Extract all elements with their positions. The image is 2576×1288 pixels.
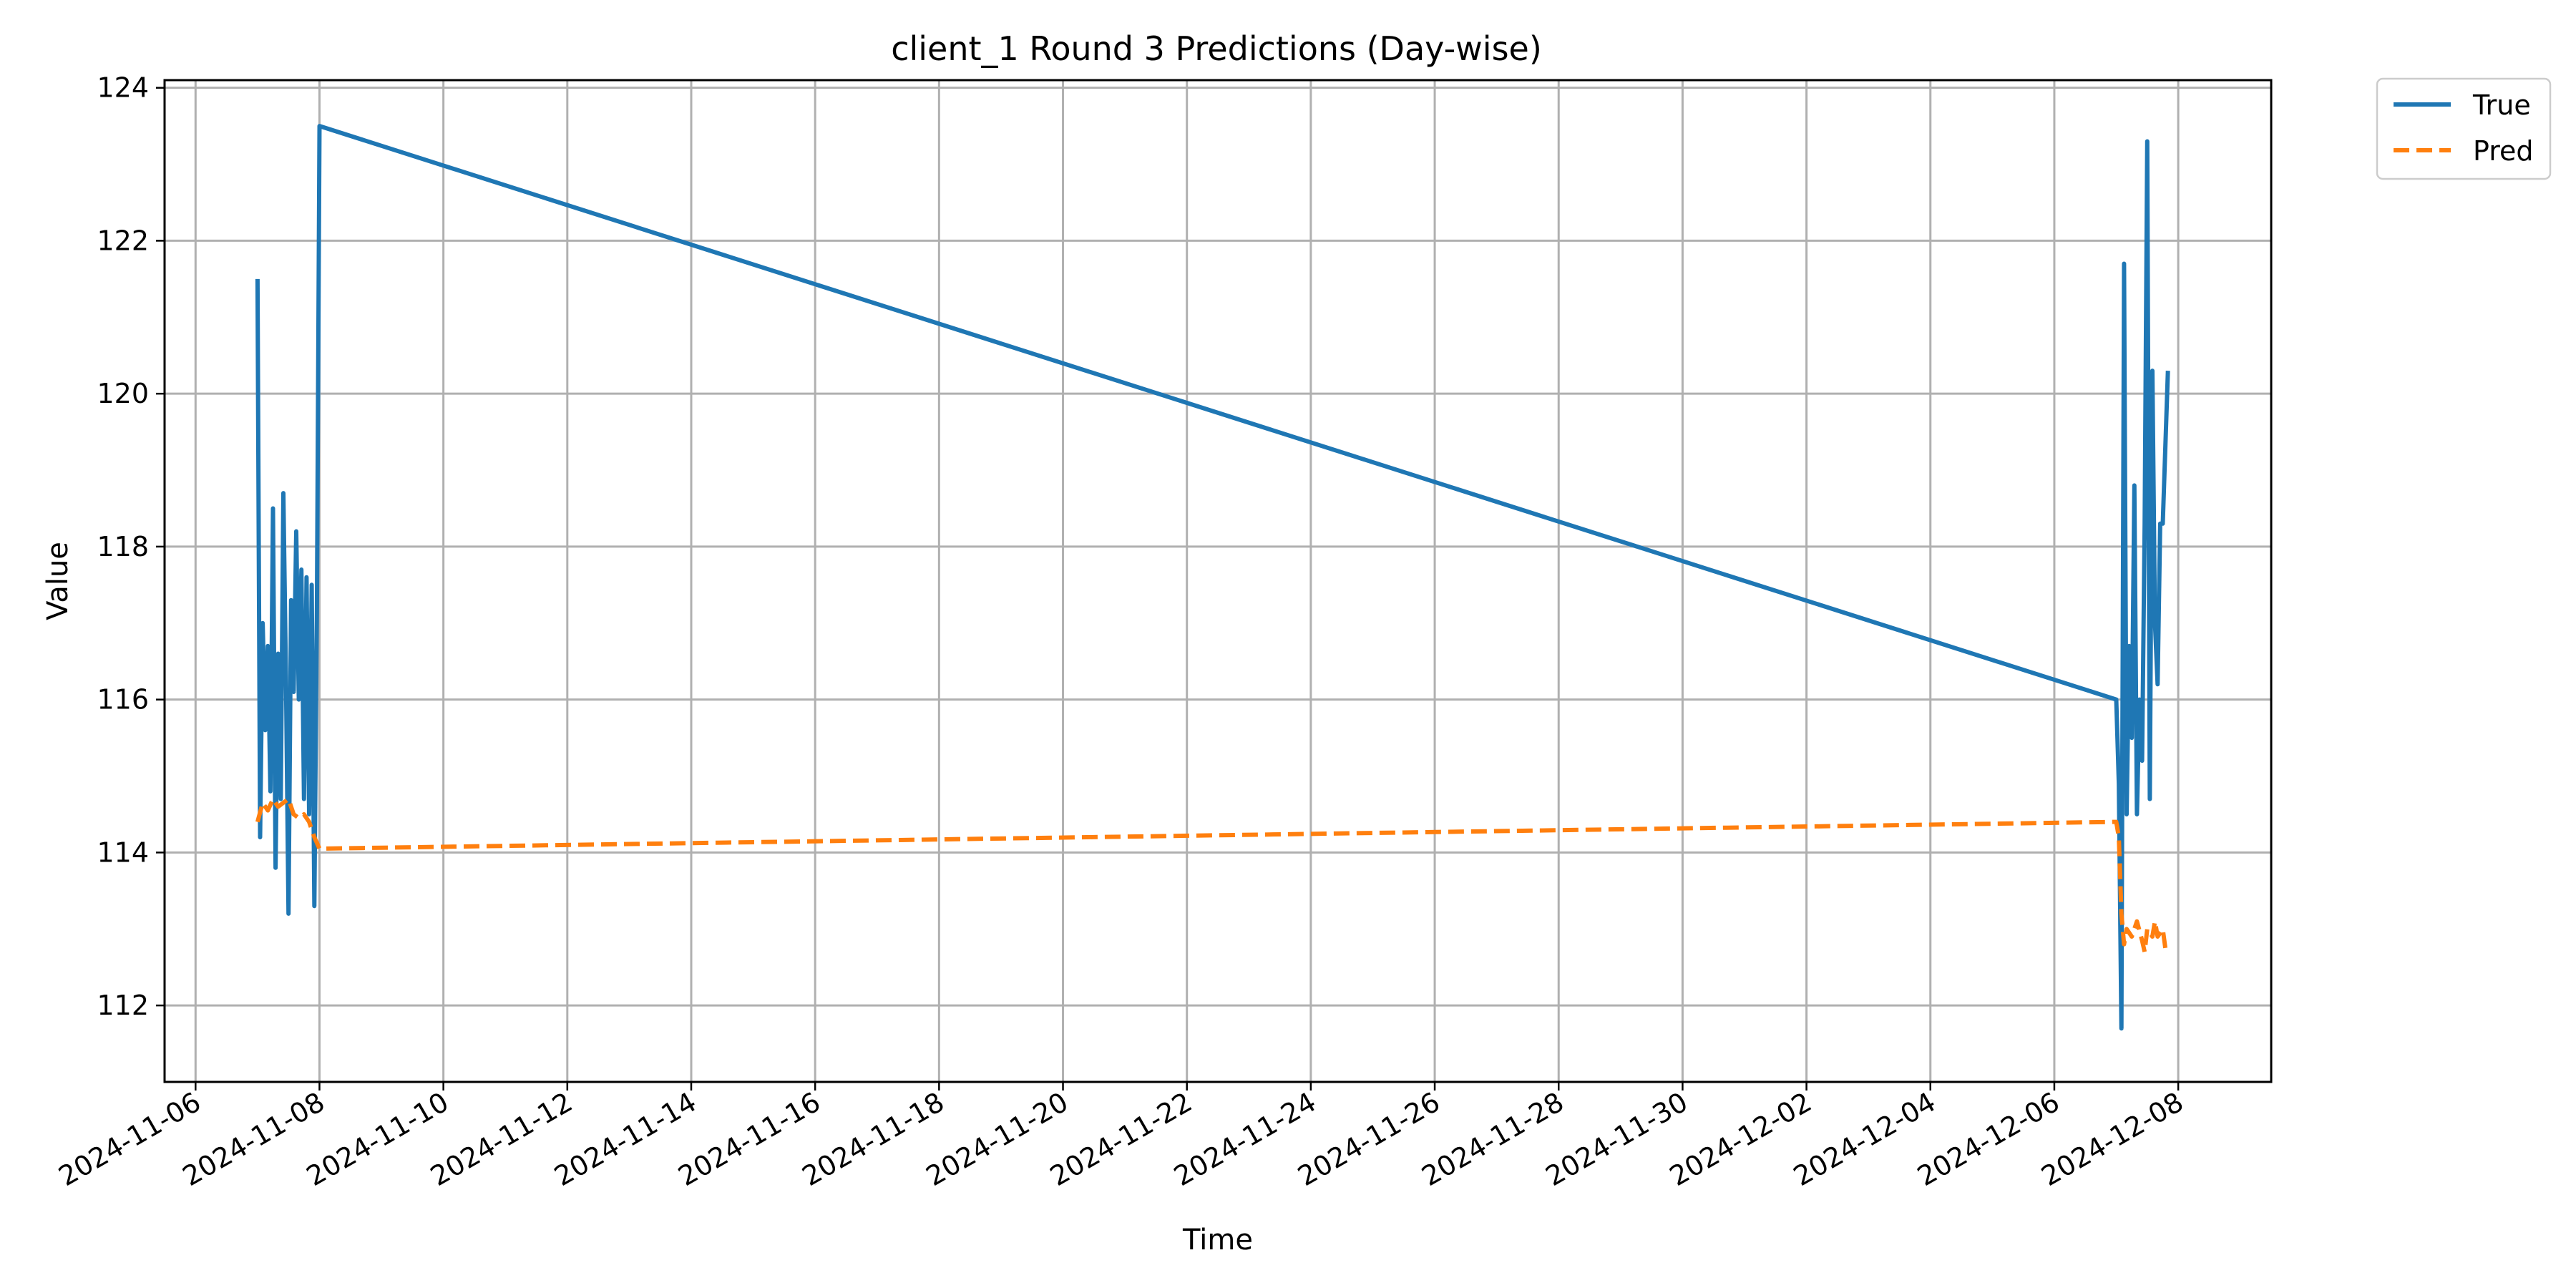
- y-tick-label: 122: [97, 225, 149, 256]
- y-tick-label: 112: [97, 990, 149, 1021]
- plot-frame: [163, 79, 2273, 1083]
- legend-label-pred: Pred: [2473, 135, 2534, 167]
- y-axis: 112 114 116 118 120 122 124: [97, 72, 165, 1021]
- legend: True Pred: [2376, 77, 2552, 180]
- y-tick-label: 120: [97, 378, 149, 409]
- series-layer: [255, 124, 2170, 1031]
- x-axis-label: Time: [1182, 1224, 1253, 1257]
- chart-title: client_1 Round 3 Predictions (Day-wise): [891, 29, 1542, 68]
- y-tick-label: 118: [97, 531, 149, 562]
- y-tick-label: 114: [97, 836, 149, 868]
- grid: [165, 80, 2271, 1082]
- legend-label-true: True: [2472, 89, 2531, 121]
- y-tick-label: 116: [97, 684, 149, 716]
- series-line-pred: [255, 796, 2170, 955]
- y-axis-label: Value: [42, 542, 74, 620]
- series-line-true: [255, 124, 2170, 1031]
- y-tick-label: 124: [97, 72, 149, 104]
